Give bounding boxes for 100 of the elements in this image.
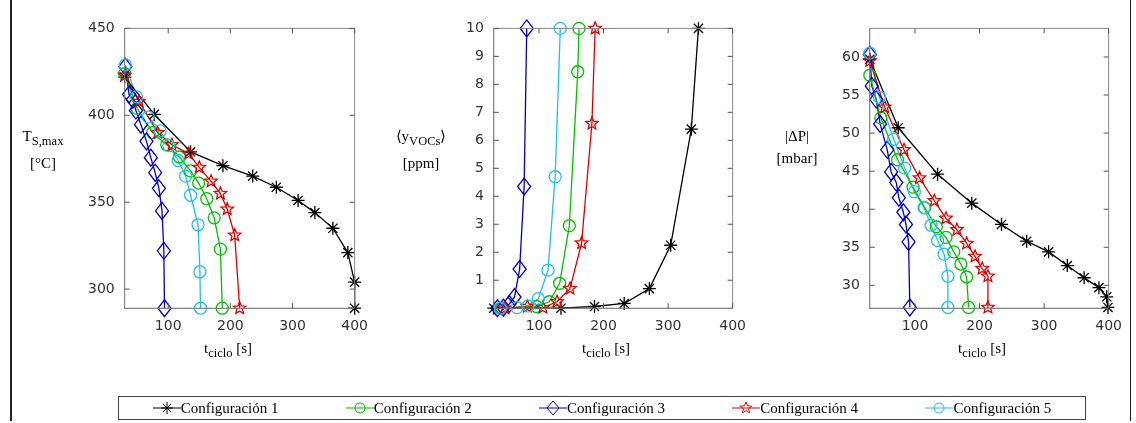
y-tick-label: 300 [87, 279, 115, 296]
point [898, 215, 914, 234]
point [141, 110, 155, 124]
point [154, 201, 170, 220]
point [553, 21, 567, 36]
point [1060, 258, 1075, 273]
point [269, 180, 284, 195]
point [347, 301, 362, 316]
point [129, 90, 144, 104]
point [947, 245, 961, 259]
point [192, 176, 206, 190]
x-tick-label: 100 [525, 317, 553, 334]
point [325, 221, 341, 236]
point [340, 245, 355, 260]
point [118, 57, 133, 76]
point [146, 126, 160, 140]
point [183, 164, 198, 178]
y-tick-label: 55 [841, 85, 860, 102]
point [887, 132, 901, 146]
point [536, 300, 550, 314]
point [1076, 270, 1092, 285]
point [1091, 280, 1107, 295]
point [872, 114, 888, 134]
point [151, 179, 167, 198]
point [883, 162, 899, 182]
point [512, 259, 527, 279]
point [896, 203, 911, 222]
x-axis-title: t$_{ciclo}$ [s] [956, 340, 1007, 361]
x-tick-label: 100 [154, 317, 182, 334]
y-tick-label: 9 [474, 47, 484, 64]
point [1099, 289, 1114, 304]
point [869, 90, 884, 109]
point [507, 287, 522, 307]
y-tick-label: 2 [474, 242, 484, 259]
point [981, 269, 995, 283]
point [192, 160, 207, 174]
point [553, 301, 569, 316]
point [964, 195, 979, 211]
y-tick-label: 60 [841, 47, 860, 64]
point [684, 121, 699, 137]
point [981, 300, 995, 314]
y-tick-label: 400 [87, 105, 115, 122]
point [563, 281, 577, 295]
point [207, 211, 221, 225]
y-tick-label: 3 [474, 214, 484, 231]
point [588, 21, 602, 35]
point [959, 236, 974, 250]
point [232, 301, 247, 315]
point [901, 232, 916, 252]
x-tick-label: 400 [719, 317, 747, 334]
point [927, 193, 942, 207]
point [617, 296, 632, 311]
legend-label: Configuración 4 [760, 399, 859, 417]
point [930, 233, 945, 248]
point [1100, 300, 1116, 315]
point [541, 263, 555, 277]
point [954, 257, 968, 271]
y-tick-label: 50 [841, 123, 860, 140]
point [121, 85, 137, 104]
point [548, 170, 562, 184]
x-tick-label: 200 [590, 317, 617, 334]
y-tick-label: 5 [474, 158, 484, 175]
point [517, 177, 532, 196]
y-tick-label: 4 [474, 186, 484, 203]
y-axis-title: ⟨y$_{VOCs}$⟩ [ppm] [394, 127, 448, 173]
point [510, 300, 524, 315]
point [939, 230, 953, 245]
point [204, 174, 218, 188]
y-tick-label: 350 [87, 192, 115, 209]
y-axis-title: T$_{S,max}$ [°C] [21, 127, 65, 173]
x-tick-label: 100 [901, 317, 929, 334]
point [959, 270, 974, 284]
x-tick-label: 300 [654, 317, 682, 334]
point [968, 249, 982, 263]
point [191, 218, 205, 232]
point [531, 292, 545, 306]
x-axis-title: t$_{ciclo}$ [s] [580, 340, 631, 361]
point [994, 217, 1009, 232]
point [307, 205, 323, 220]
point [227, 228, 242, 242]
point [880, 140, 895, 159]
point [550, 294, 564, 308]
point [572, 21, 586, 36]
point [950, 222, 964, 236]
y-tick-label: 35 [841, 237, 860, 254]
point [502, 294, 517, 314]
x-tick-label: 400 [341, 317, 369, 334]
x-tick-label: 200 [216, 317, 244, 334]
point [193, 301, 208, 315]
point [213, 242, 228, 256]
point [133, 115, 149, 134]
point [864, 76, 879, 95]
point [862, 45, 877, 64]
legend-label: Configuración 2 [373, 399, 472, 417]
point [157, 299, 172, 318]
y-tick-label: 40 [841, 199, 860, 216]
point [220, 201, 235, 216]
point [519, 19, 534, 38]
point [941, 300, 955, 315]
y-tick-label: 450 [87, 19, 115, 36]
